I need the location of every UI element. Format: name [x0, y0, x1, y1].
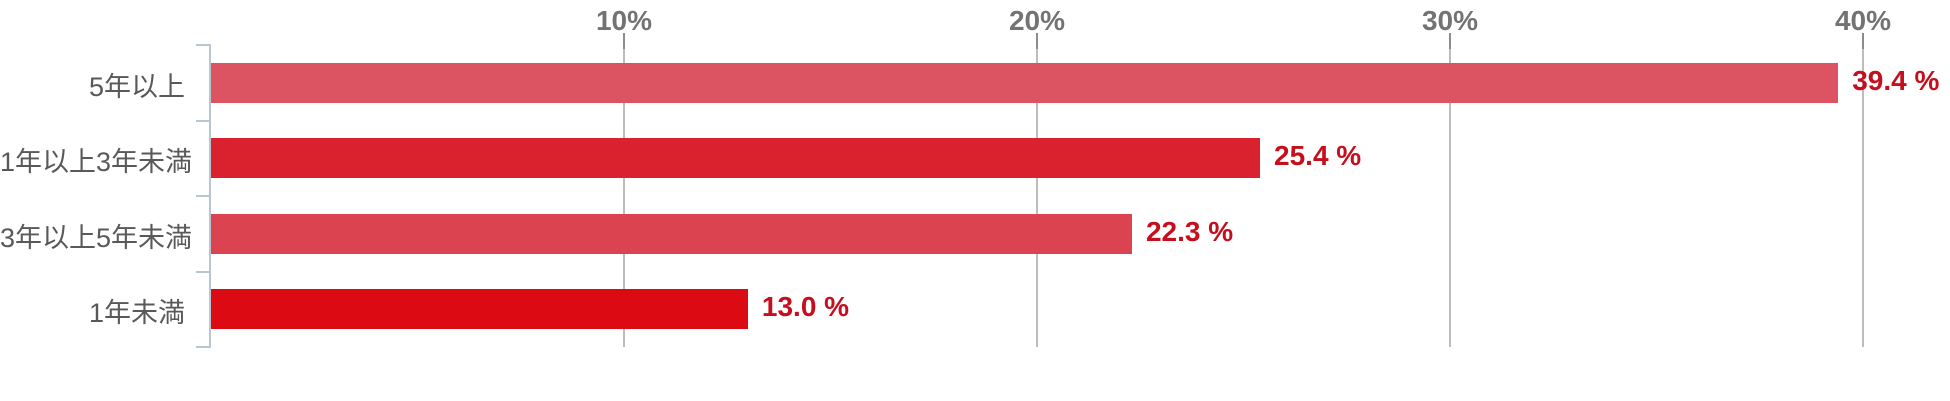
y-axis-tick [196, 119, 211, 122]
x-axis-tick [1036, 33, 1038, 49]
category-label: 1年未満 [88, 298, 185, 329]
category-label: 5年以上 [88, 71, 185, 102]
x-axis-tick [1449, 33, 1451, 49]
bar [211, 138, 1261, 179]
bar [211, 213, 1132, 254]
y-axis-tick [196, 270, 211, 273]
x-axis-tick [623, 33, 625, 49]
y-axis-tick [196, 195, 211, 197]
y-axis-tick [196, 346, 211, 348]
category-label: 1年以上3年未満 [0, 147, 193, 178]
x-axis-label: 20% [1008, 5, 1066, 36]
y-axis-tick [196, 44, 211, 46]
value-label: 39.4 % [1852, 64, 1940, 96]
value-label: 25.4 % [1274, 140, 1362, 172]
x-axis-label: 30% [1421, 5, 1479, 36]
bar [211, 289, 748, 330]
value-label: 22.3 % [1145, 215, 1234, 247]
x-axis-label: 10% [595, 5, 653, 36]
bar [211, 62, 1839, 103]
gridline [1449, 45, 1451, 347]
x-axis-label: 40% [1834, 5, 1892, 36]
gridline [1862, 45, 1864, 347]
gridline [623, 45, 625, 347]
category-label: 3年以上5年未満 [0, 222, 193, 253]
x-axis-tick [1862, 33, 1864, 49]
gridline [1036, 45, 1038, 347]
value-label: 13.0 % [761, 291, 850, 323]
